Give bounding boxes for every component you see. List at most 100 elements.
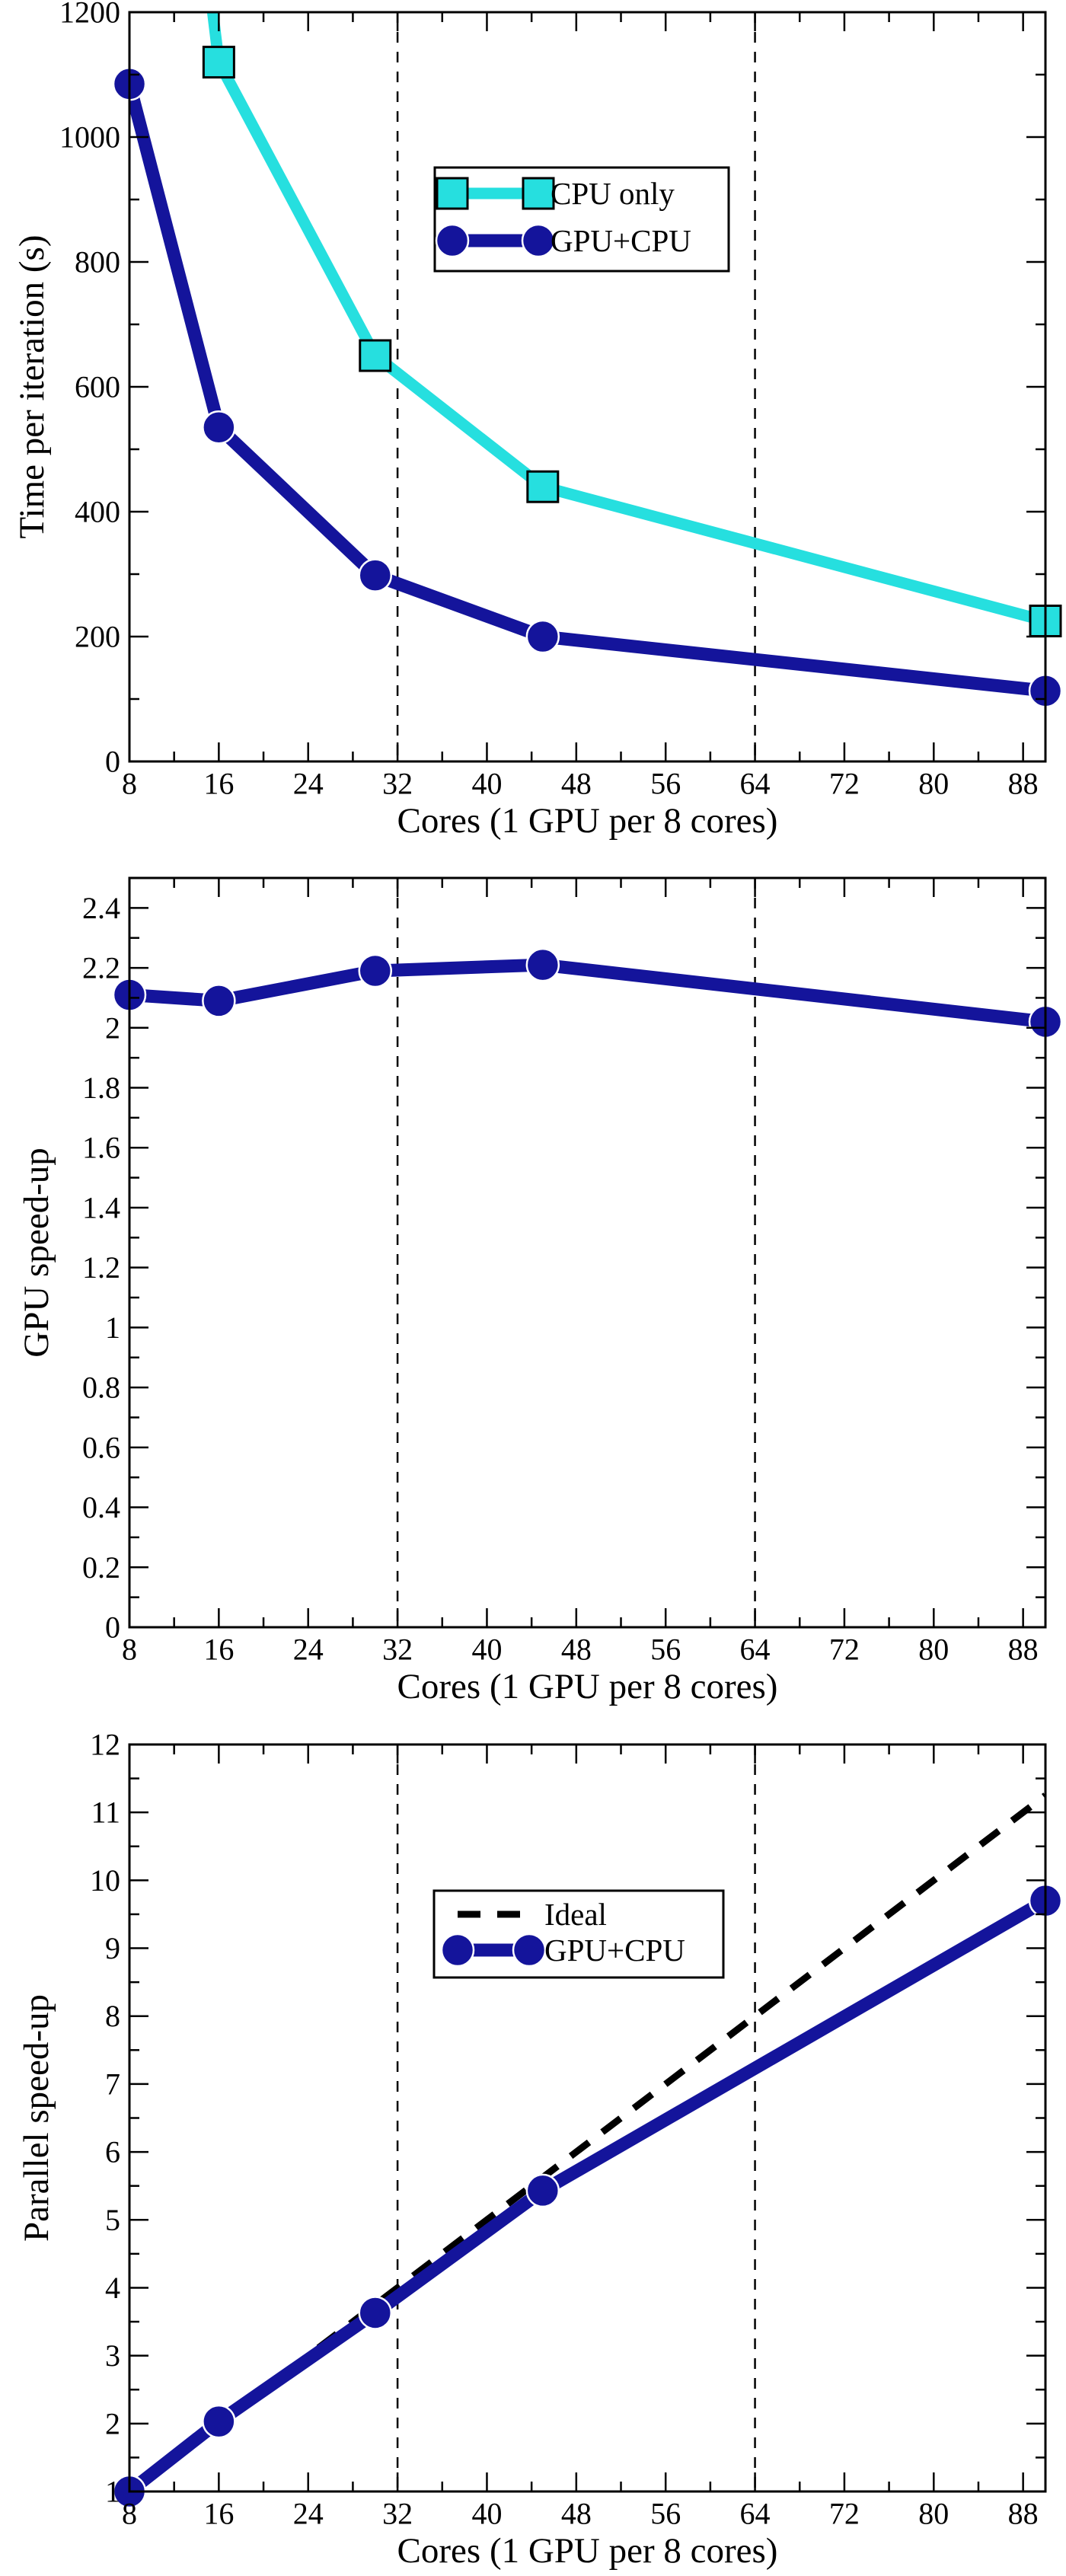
x-tick-label: 48 — [561, 2497, 592, 2531]
y-tick-label: 3 — [105, 2338, 120, 2373]
x-tick-label: 40 — [471, 1633, 502, 1667]
plot-frame — [128, 11, 1047, 763]
x-tick-label: 80 — [918, 2497, 949, 2531]
y-tick-label: 0.8 — [82, 1371, 120, 1405]
x-tick-label: 72 — [829, 1633, 860, 1667]
x-tick-label: 16 — [203, 2497, 234, 2531]
y-tick-label: 0.6 — [82, 1430, 120, 1464]
x-tick-label: 48 — [561, 1633, 592, 1667]
y-tick-label: 1 — [105, 1310, 120, 1345]
y-tick-label: 0 — [105, 745, 120, 779]
legend-label: GPU+CPU — [551, 223, 691, 258]
legend-marker-square — [522, 177, 555, 210]
legend-marker-circle — [440, 1933, 475, 1968]
x-axis-label: Cores (1 GPU per 8 cores) — [397, 1667, 778, 1706]
plot-frame — [128, 876, 1047, 1629]
x-tick-label: 8 — [122, 1633, 137, 1667]
y-tick-label: 0 — [105, 1610, 120, 1645]
legend: CPU only GPU+CPU — [433, 166, 730, 273]
data-point-circle — [525, 947, 560, 982]
data-point-circle — [358, 2296, 393, 2330]
data-point-square — [359, 339, 392, 372]
legend-label: CPU only — [551, 176, 675, 211]
y-tick-label: 400 — [75, 495, 120, 529]
y-tick-label: 1.4 — [82, 1190, 120, 1224]
x-tick-label: 32 — [382, 767, 413, 801]
y-axis-label: Time per iteration (s) — [12, 235, 52, 539]
y-tick-label: 9 — [105, 1931, 120, 1965]
x-tick-label: 16 — [203, 1633, 234, 1667]
data-point-circle — [358, 953, 393, 988]
data-point-square — [526, 470, 560, 503]
y-tick-label: 800 — [75, 245, 120, 279]
y-tick-label: 11 — [91, 1796, 120, 1830]
chart-panel-3: 8 16 24 32 40 48 56 64 72 80 88123456789101112Core… — [17, 1728, 1063, 2571]
x-tick-label: 80 — [918, 767, 949, 801]
x-tick-label: 24 — [293, 2497, 324, 2531]
y-tick-label: 0.4 — [82, 1490, 120, 1524]
x-tick-label: 32 — [382, 2497, 413, 2531]
y-tick-label: 1.2 — [82, 1250, 120, 1285]
plot-frame — [128, 1743, 1047, 2493]
x-tick-label: 56 — [650, 2497, 681, 2531]
x-tick-label: 8 — [122, 2497, 137, 2531]
legend-box — [433, 166, 730, 273]
y-tick-label: 6 — [105, 2135, 120, 2169]
legend-label: GPU+CPU — [544, 1933, 685, 1968]
y-tick-label: 1 — [105, 2475, 120, 2509]
data-point-circle — [202, 410, 236, 445]
data-point-circle — [525, 2173, 560, 2208]
x-tick-label: 72 — [829, 2497, 860, 2531]
y-tick-label: 600 — [75, 370, 120, 404]
y-tick-label: 2 — [105, 1010, 120, 1045]
y-tick-label: 0.2 — [82, 1550, 120, 1585]
chart-panel-1: 8 16 24 32 40 48 56 64 72 80 88 0 200 400 600 800 1000 12… — [12, 0, 1063, 841]
legend-marker-circle — [512, 1933, 547, 1968]
y-axis-label: Parallel speed-up — [17, 1994, 56, 2242]
x-tick-label: 40 — [471, 2497, 502, 2531]
x-tick-label: 64 — [740, 2497, 771, 2531]
data-point-circle — [202, 2404, 236, 2439]
x-tick-label: 40 — [471, 767, 502, 801]
y-tick-label: 12 — [90, 1728, 120, 1762]
chart-panel-2: 8 16 24 32 40 48 56 64 72 80 88 0 0.2 0.4 0.6 0.8 1 1.2 1.… — [17, 876, 1063, 1706]
data-point-circle — [525, 619, 560, 654]
data-point-circle — [358, 558, 393, 592]
legend-marker-circle — [521, 223, 556, 258]
y-tick-label: 8 — [105, 1999, 120, 2033]
x-tick-label: 56 — [650, 1633, 681, 1667]
x-tick-label: 88 — [1008, 767, 1039, 801]
y-tick-label: 2.2 — [82, 951, 120, 985]
y-tick-label: 2 — [105, 2406, 120, 2440]
x-tick-label: 24 — [293, 767, 324, 801]
y-tick-label: 1.8 — [82, 1071, 120, 1105]
series-line-gpu-cpu — [129, 958, 1045, 1029]
x-axis-label: Cores (1 GPU per 8 cores) — [397, 801, 778, 841]
y-tick-label: 1.6 — [82, 1131, 120, 1165]
x-tick-label: 32 — [382, 1633, 413, 1667]
y-tick-label: 1000 — [59, 120, 120, 155]
legend-box — [432, 1889, 725, 1979]
legend-label: Ideal — [544, 1897, 607, 1932]
y-tick-label: 1200 — [59, 0, 120, 30]
series-line-gpu-cpu — [129, 1894, 1045, 2491]
data-point-square — [202, 46, 235, 79]
legend-marker-square — [436, 177, 469, 210]
y-tick-label: 200 — [75, 620, 120, 654]
x-tick-label: 24 — [293, 1633, 324, 1667]
x-tick-label: 80 — [918, 1633, 949, 1667]
legend-marker-circle — [435, 223, 470, 258]
x-tick-label: 72 — [829, 767, 860, 801]
y-tick-label: 7 — [105, 2067, 120, 2101]
data-point-circle — [202, 984, 236, 1018]
y-tick-label: 5 — [105, 2203, 120, 2237]
x-tick-label: 8 — [122, 767, 137, 801]
series-line-cpu-only — [206, 12, 1045, 627]
series-line-ideal — [129, 1792, 1045, 2491]
y-tick-label: 4 — [105, 2271, 120, 2305]
x-tick-label: 88 — [1008, 1633, 1039, 1667]
x-tick-label: 48 — [561, 767, 592, 801]
